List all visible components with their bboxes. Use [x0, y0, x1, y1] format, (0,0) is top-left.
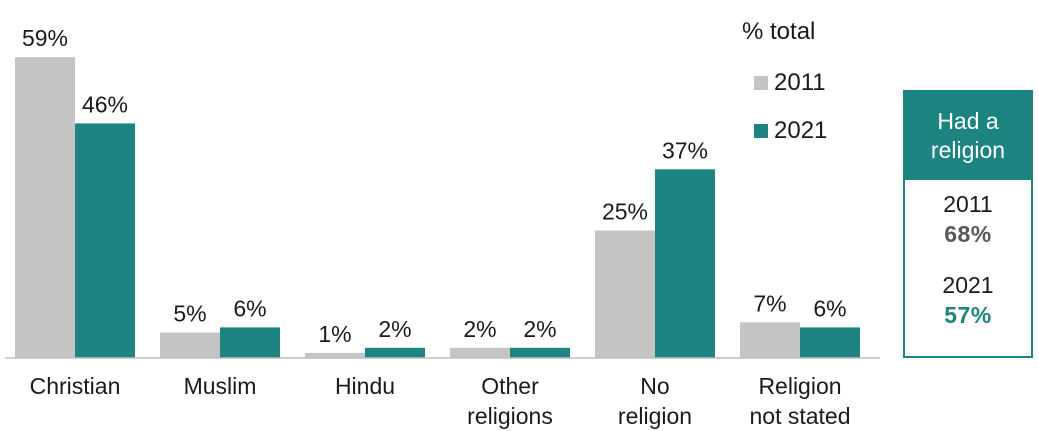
- data-label-2021-0: 46%: [82, 91, 128, 117]
- category-label-line: Hindu: [335, 373, 395, 399]
- bar-2021-1: [220, 327, 280, 358]
- category-label-2: Hindu: [335, 373, 395, 399]
- data-label-2021-1: 6%: [233, 295, 266, 321]
- category-label-line: Muslim: [184, 373, 257, 399]
- panel-value-2011: 68%: [944, 221, 992, 247]
- data-label-2021-4: 37%: [662, 137, 708, 163]
- legend-label-2021: 2021: [774, 117, 828, 144]
- category-label-1: Muslim: [184, 373, 257, 399]
- bar-2011-2: [305, 352, 365, 358]
- data-label-2011-2: 1%: [318, 321, 351, 347]
- category-label-line: Religion: [758, 373, 841, 399]
- category-label-4: No religion: [618, 373, 692, 429]
- category-label-line: religion: [618, 403, 692, 429]
- legend-label-2011: 2011: [774, 69, 826, 96]
- panel-entry-2011: 2011 68%: [905, 189, 1031, 249]
- data-label-2021-2: 2%: [378, 316, 411, 342]
- bar-2021-0: [75, 123, 135, 359]
- category-label-line: No: [640, 373, 669, 399]
- category-label-line: Christian: [30, 373, 121, 399]
- legend-swatch-2021: [754, 124, 768, 138]
- panel-year-2011: 2011: [943, 191, 993, 217]
- data-label-2021-3: 2%: [523, 316, 556, 342]
- bar-2021-2: [365, 347, 425, 358]
- data-label-2011-1: 5%: [173, 301, 206, 327]
- category-label-line: Other: [481, 373, 539, 399]
- bar-2011-5: [740, 322, 800, 358]
- category-label-line: not stated: [749, 403, 850, 429]
- panel-value-2021: 57%: [944, 302, 992, 328]
- panel-header: Had a religion: [905, 92, 1031, 180]
- panel-header-line-1: Had a: [937, 108, 999, 134]
- data-label-2011-4: 25%: [602, 199, 648, 225]
- category-label-3: Other religions: [467, 373, 553, 429]
- panel-header-line-2: religion: [930, 137, 1006, 163]
- data-label-2021-5: 6%: [813, 295, 846, 321]
- panel-entry-2021: 2021 57%: [905, 270, 1031, 330]
- legend-item-2021: 2021: [754, 117, 827, 145]
- legend-title: % total: [742, 18, 816, 45]
- bar-2011-4: [595, 230, 655, 358]
- bar-2021-4: [655, 169, 715, 358]
- category-label-line: religions: [467, 403, 553, 429]
- data-label-2011-0: 59%: [22, 25, 68, 51]
- data-label-2011-3: 2%: [463, 316, 496, 342]
- bar-2011-0: [15, 57, 75, 358]
- legend-swatch-2011: [754, 76, 768, 90]
- bar-2011-1: [160, 332, 220, 358]
- bar-2021-3: [510, 347, 570, 358]
- category-label-5: Religion not stated: [749, 373, 850, 429]
- bar-2011-3: [450, 347, 510, 358]
- religion-bar-chart: 59% 46% Christian 5% 6% Muslim 1% 2% Hindu 2% 2% Ot…: [5, 25, 880, 429]
- had-a-religion-panel: Had a religion 2011 68% 2021 57%: [903, 90, 1033, 358]
- category-label-0: Christian: [30, 373, 121, 399]
- data-label-2011-5: 7%: [753, 290, 786, 316]
- legend-item-2011: 2011: [754, 69, 826, 97]
- bar-2021-5: [800, 327, 860, 358]
- panel-year-2021: 2021: [942, 272, 994, 298]
